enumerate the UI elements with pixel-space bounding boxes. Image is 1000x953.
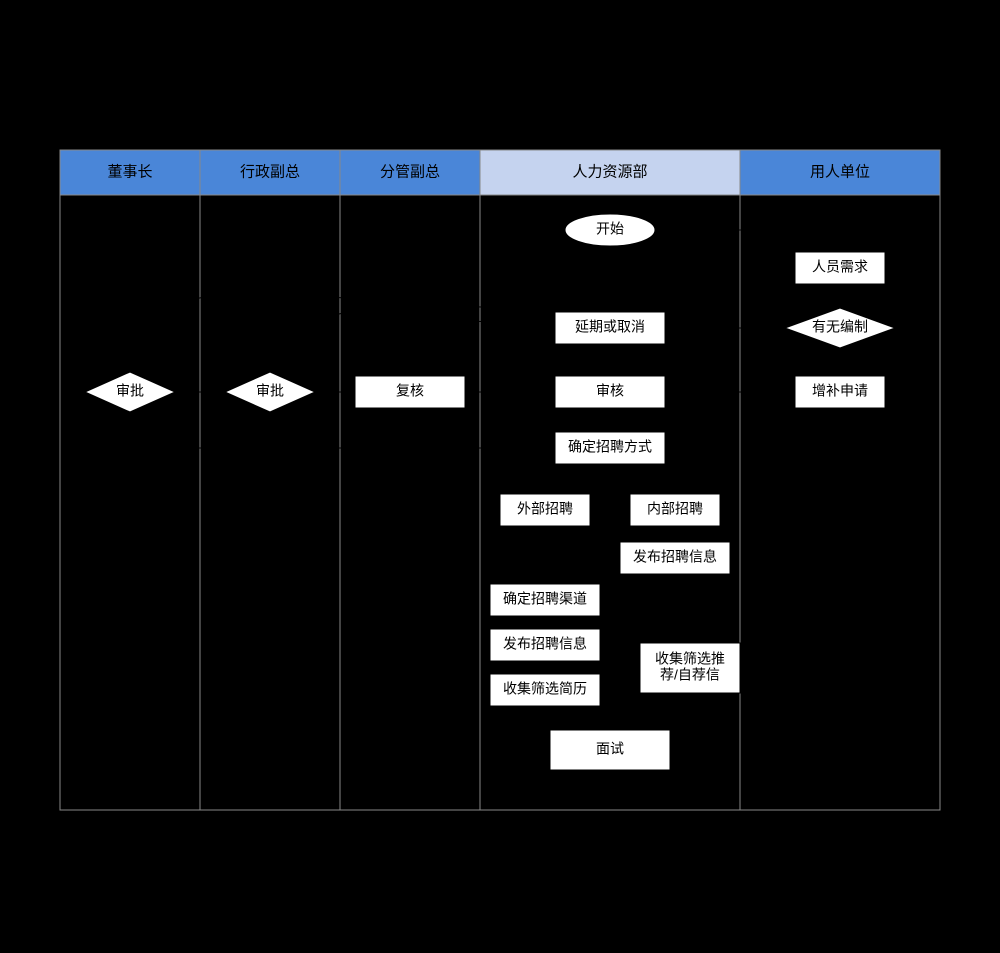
svg-text:确定招聘方式: 确定招聘方式 bbox=[568, 439, 652, 455]
node-collectrec: 收集筛选推荐/自荐信 bbox=[640, 643, 740, 693]
lane-header-label: 用人单位 bbox=[810, 163, 870, 180]
svg-text:审批: 审批 bbox=[116, 383, 144, 399]
svg-text:收集筛选推: 收集筛选推 bbox=[655, 651, 725, 667]
node-review: 审核 bbox=[555, 376, 665, 408]
node-recheck: 复核 bbox=[355, 376, 465, 408]
lane-header-label: 人力资源部 bbox=[572, 163, 647, 180]
node-pubext: 发布招聘信息 bbox=[490, 629, 600, 661]
svg-text:审批: 审批 bbox=[256, 383, 284, 399]
nodes: 开始人员需求有无编制 延期或取消增补申请 审核 复核 审批 审批确定招聘方式外部招聘 内部招… bbox=[85, 214, 895, 770]
svg-text:开始: 开始 bbox=[596, 221, 624, 237]
svg-text:荐/自荐信: 荐/自荐信 bbox=[660, 667, 720, 683]
swimlane-flowchart: { "canvas": { "width": 1000, "height": 9… bbox=[0, 0, 1000, 953]
node-external: 外部招聘 bbox=[500, 494, 590, 526]
node-appr1: 审批 bbox=[225, 372, 315, 412]
node-interview: 面试 bbox=[550, 730, 670, 770]
svg-text:发布招聘信息: 发布招聘信息 bbox=[503, 636, 587, 652]
node-start: 开始 bbox=[565, 214, 655, 246]
diagram-svg: 董事长 行政副总 分管副总 人力资源部 用人单位开始人员需求有无编制 延期或取消增补申请 审… bbox=[0, 0, 1000, 953]
svg-text:延期或取消: 延期或取消 bbox=[575, 319, 645, 335]
svg-text:收集筛选简历: 收集筛选简历 bbox=[503, 681, 587, 697]
svg-text:有无编制: 有无编制 bbox=[812, 319, 868, 335]
node-internal: 内部招聘 bbox=[630, 494, 720, 526]
lane-header-label: 分管副总 bbox=[380, 163, 440, 180]
svg-text:发布招聘信息: 发布招聘信息 bbox=[633, 549, 717, 565]
svg-text:外部招聘: 外部招聘 bbox=[517, 501, 573, 517]
node-postpone: 延期或取消 bbox=[555, 312, 665, 344]
svg-text:审核: 审核 bbox=[596, 383, 624, 399]
node-collectcv: 收集筛选简历 bbox=[490, 674, 600, 706]
node-pubint: 发布招聘信息 bbox=[620, 542, 730, 574]
node-appr2: 审批 bbox=[85, 372, 175, 412]
node-channel: 确定招聘渠道 bbox=[490, 584, 600, 616]
node-need: 人员需求 bbox=[795, 252, 885, 284]
node-supplement: 增补申请 bbox=[795, 376, 885, 408]
lane-header-label: 董事长 bbox=[107, 163, 152, 180]
svg-text:确定招聘渠道: 确定招聘渠道 bbox=[503, 591, 587, 607]
svg-text:面试: 面试 bbox=[596, 741, 624, 757]
svg-text:增补申请: 增补申请 bbox=[812, 383, 868, 399]
svg-text:内部招聘: 内部招聘 bbox=[647, 501, 703, 517]
lane-header-label: 行政副总 bbox=[240, 163, 300, 180]
svg-text:人员需求: 人员需求 bbox=[812, 259, 868, 275]
node-method: 确定招聘方式 bbox=[555, 432, 665, 464]
svg-text:复核: 复核 bbox=[396, 383, 424, 399]
node-hasquota: 有无编制 bbox=[785, 308, 895, 348]
